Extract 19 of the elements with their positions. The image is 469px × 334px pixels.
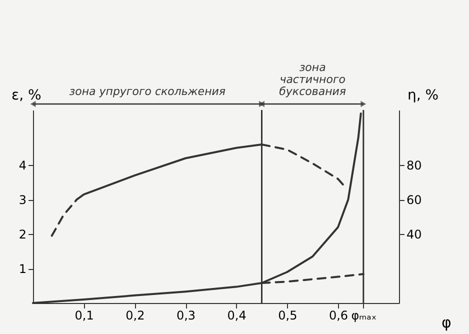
x-tick-label: 0,3	[176, 308, 196, 322]
x-tick-label: 0,5	[278, 308, 298, 322]
y2-tick-label: 80	[406, 158, 422, 173]
y2-tick-label: 60	[406, 193, 422, 208]
text: зона частичного буксования	[279, 61, 346, 98]
text: зона упругого скольжения	[69, 85, 226, 98]
y-tick-label: 1	[18, 262, 26, 276]
y-tick-label: 4	[18, 158, 26, 173]
y-axis-title: ε, %	[12, 88, 42, 104]
x-tick-label: φₘₐₓ	[351, 308, 377, 322]
x-axis-title: φ	[442, 314, 452, 332]
y-tick-label: 3	[18, 193, 26, 208]
x-tick-label: 0,2	[126, 308, 145, 322]
y2-tick-label: 40	[406, 228, 422, 242]
x-tick-label: 0,4	[227, 308, 246, 322]
y-tick-label: 2	[18, 228, 26, 242]
x-tick-label: 0,6	[328, 308, 348, 322]
y2-axis-title: η, %	[408, 88, 439, 104]
x-tick-label: 0,1	[74, 308, 94, 322]
